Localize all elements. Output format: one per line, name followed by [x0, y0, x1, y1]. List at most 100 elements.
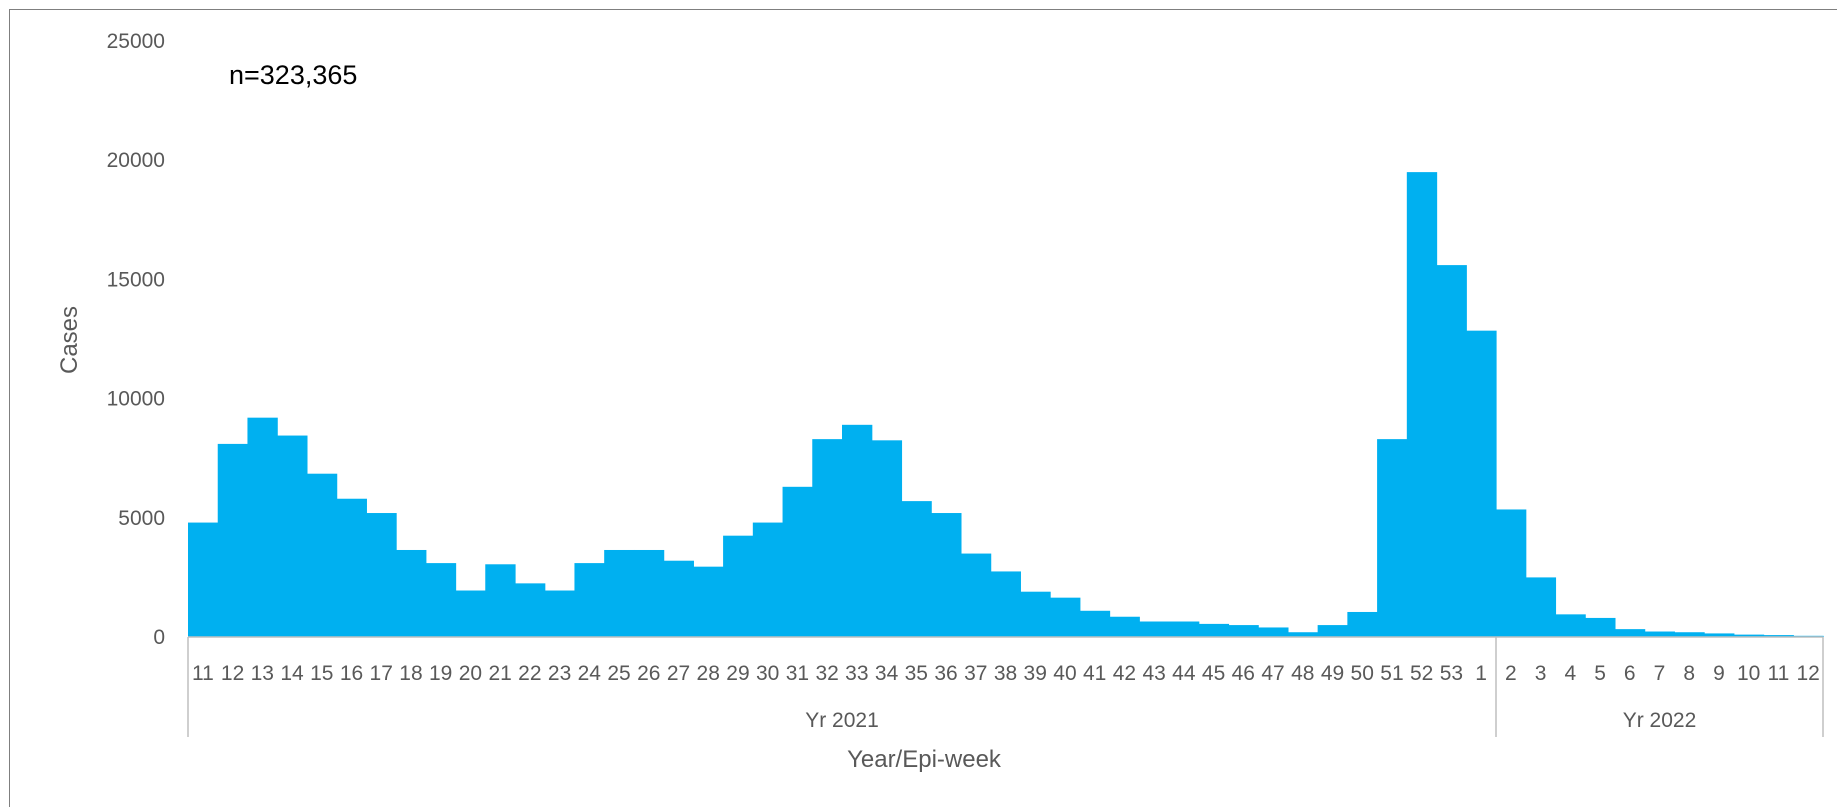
bar-week-14 [574, 563, 605, 637]
bar-week-34 [1169, 621, 1200, 637]
bar-week-1 [188, 522, 219, 637]
x-tick-label: 45 [1202, 662, 1225, 685]
x-axis: 11 12 13 14 15 16 17 18 19 20 21 22 23 24 25 26 27 28 29 30… [187, 636, 1824, 737]
x-tick-label: 8 [1683, 662, 1695, 685]
x-tick-label: 3 [1535, 662, 1547, 685]
x-tick-label: 41 [1083, 662, 1106, 685]
x-tick-label: 32 [815, 662, 838, 685]
y-tick-label: 5000 [118, 507, 165, 530]
bar-week-18 [693, 566, 724, 637]
chart-frame [9, 9, 1837, 807]
x-tick-label: 20 [459, 662, 482, 685]
bar-week-36 [1228, 625, 1259, 637]
bar-week-43 [1436, 265, 1467, 637]
x-tick-label: 18 [399, 662, 422, 685]
x-tick-label: 53 [1440, 662, 1463, 685]
x-tick-label: 21 [488, 662, 511, 685]
x-tick-label: 29 [726, 662, 749, 685]
x-tick-label: 34 [875, 662, 899, 685]
bar-week-54 [1763, 635, 1794, 637]
x-tick-label: 47 [1261, 662, 1284, 685]
group-label: Yr 2021 [805, 709, 879, 732]
x-tick-label: 27 [667, 662, 690, 685]
x-tick-label: 28 [697, 662, 720, 685]
x-tick-label: 10 [1737, 662, 1760, 685]
bar-week-9 [425, 563, 457, 637]
x-tick-label: 42 [1113, 662, 1136, 685]
bar-week-28 [990, 571, 1021, 637]
x-tick-label: 22 [518, 662, 541, 685]
bar-week-37 [1258, 627, 1289, 637]
x-tick-label: 36 [934, 662, 957, 685]
bar-week-49 [1614, 629, 1646, 637]
x-tick-label: 46 [1232, 662, 1255, 685]
x-tick-label: 44 [1172, 662, 1196, 685]
x-tick-label: 38 [994, 662, 1017, 685]
x-tick-label: 6 [1624, 662, 1636, 685]
y-tick-label: 25000 [107, 30, 165, 53]
bar-week-25 [901, 501, 932, 637]
x-tick-label: 4 [1564, 662, 1576, 685]
bar-week-45 [1496, 509, 1527, 637]
x-tick-label: 51 [1380, 662, 1403, 685]
y-tick-label: 20000 [107, 149, 165, 172]
bars [188, 172, 1824, 637]
bar-week-17 [663, 560, 694, 637]
bar-week-32 [1109, 616, 1140, 637]
bar-week-29 [1020, 591, 1051, 637]
bar-week-31 [1079, 610, 1111, 637]
bar-week-46 [1525, 577, 1557, 637]
bar-week-12 [515, 583, 546, 637]
x-tick-label: 5 [1594, 662, 1606, 685]
bar-week-2 [217, 443, 249, 637]
bar-week-33 [1139, 621, 1170, 637]
x-tick-label: 26 [637, 662, 660, 685]
y-axis: 0 5000 10000 15000 20000 25000 [107, 30, 165, 649]
x-tick-label: 52 [1410, 662, 1433, 685]
x-tick-label: 9 [1713, 662, 1725, 685]
x-tick-label: 12 [221, 662, 244, 685]
x-tick-label: 7 [1654, 662, 1666, 685]
x-tick-label: 39 [1024, 662, 1047, 685]
bar-week-39 [1317, 625, 1348, 637]
x-tick-label: 43 [1142, 662, 1165, 685]
x-axis-title: Year/Epi-week [847, 746, 1002, 773]
x-tick-label: 14 [280, 662, 304, 685]
bar-week-41 [1377, 439, 1408, 637]
bar-week-38 [1287, 632, 1319, 637]
bar-week-15 [604, 549, 635, 637]
bar-week-16 [633, 549, 665, 637]
bar-week-7 [366, 513, 397, 637]
y-tick-label: 15000 [107, 268, 165, 291]
group-label: Yr 2022 [1623, 709, 1697, 732]
sample-size-annotation: n=323,365 [229, 60, 357, 90]
bar-week-35 [1198, 623, 1230, 637]
bar-week-21 [782, 486, 813, 637]
bar-week-51 [1674, 632, 1705, 637]
bar-week-30 [1050, 597, 1081, 637]
bar-week-20 [752, 522, 784, 637]
bar-week-22 [812, 439, 843, 637]
x-tick-label: 11 [192, 662, 214, 685]
bar-week-13 [544, 590, 576, 637]
bar-week-24 [871, 440, 903, 637]
bar-week-10 [455, 590, 486, 637]
bar-week-53 [1733, 634, 1765, 637]
x-tick-label: 13 [251, 662, 274, 685]
bar-week-27 [960, 553, 992, 637]
x-tick-label: 49 [1321, 662, 1344, 685]
bar-week-52 [1704, 633, 1735, 637]
y-tick-label: 10000 [107, 388, 165, 411]
x-tick-label: 12 [1796, 662, 1819, 685]
x-tick-label: 23 [548, 662, 571, 685]
x-tick-label: 40 [1053, 662, 1076, 685]
x-tick-label: 48 [1291, 662, 1314, 685]
y-axis-title: Cases [56, 306, 83, 374]
x-tick-label: 16 [340, 662, 363, 685]
bar-week-40 [1347, 611, 1378, 637]
x-tick-label: 25 [607, 662, 630, 685]
x-tick-label: 17 [370, 662, 393, 685]
x-tick-label: 24 [578, 662, 602, 685]
x-tick-label: 11 [1768, 662, 1790, 685]
